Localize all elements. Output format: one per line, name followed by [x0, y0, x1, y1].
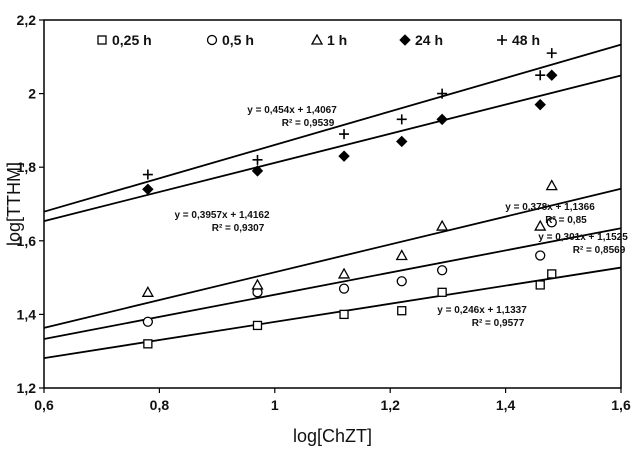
legend: 0,25 h 0,5 h 1 h 24 h 48 h: [97, 32, 540, 48]
point-triangle: [251, 278, 264, 290]
point-diamond: [396, 135, 408, 148]
trendline-triangle: [43, 187, 622, 329]
y-tick-label: 2: [28, 86, 36, 102]
fit-equation: y = 0,3957x + 1,4162: [174, 210, 270, 221]
fit-equation: y = 0,301x + 1,1525: [538, 232, 628, 243]
trendline-circle: [43, 227, 622, 340]
point-square: [397, 306, 407, 316]
x-tick-label: 1: [271, 397, 279, 413]
point-diamond: [142, 183, 154, 195]
x-tick-label: 0,6: [34, 397, 54, 413]
legend-label: 0,5 h: [222, 32, 254, 48]
point-diamond: [436, 113, 448, 126]
fit-annotations: y = 0,246x + 1,1337 R² = 0,9577 y = 0,301x…: [174, 105, 628, 329]
point-plus: [252, 154, 263, 165]
point-diamond: [251, 165, 264, 177]
legend-label: 48 h: [512, 32, 540, 48]
legend-label: 1 h: [327, 32, 347, 48]
point-triangle: [337, 267, 351, 279]
x-tick-label: 1,6: [611, 397, 631, 413]
legend-marker-plus: [497, 35, 507, 45]
x-axis-label: log[ChZT]: [293, 426, 372, 446]
trendline-plus: [43, 43, 622, 213]
fit-r-squared: R² = 0,85: [545, 215, 587, 226]
point-square: [252, 320, 263, 331]
point-square: [143, 339, 153, 349]
fit-equation: y = 0,454x + 1,4067: [247, 105, 337, 116]
trendlines: [43, 43, 622, 359]
point-circle: [535, 250, 546, 261]
point-circle: [396, 276, 407, 287]
point-circle: [142, 316, 154, 327]
y-tick-label: 2,2: [17, 12, 37, 28]
axes: 0,6 0,8 1 1,2 1,4 1,6 1,2 1,4 1,6 1,8 2 2,2: [17, 12, 631, 413]
legend-label: 24 h: [415, 32, 443, 48]
point-square: [547, 269, 557, 279]
trendline-square: [43, 266, 622, 359]
point-square: [339, 309, 349, 320]
point-plus: [396, 114, 407, 125]
point-triangle: [534, 219, 547, 231]
y-tick-label: 1,4: [17, 306, 37, 322]
fit-equation: y = 0,246x + 1,1337: [437, 305, 527, 316]
point-plus: [437, 88, 448, 99]
x-tick-label: 0,8: [150, 397, 170, 413]
point-triangle: [436, 219, 449, 231]
point-triangle: [545, 179, 558, 191]
point-plus: [535, 70, 546, 81]
x-tick-label: 1,4: [496, 397, 516, 413]
legend-marker-diamond: [399, 34, 411, 46]
fit-r-squared: R² = 0,9577: [472, 318, 525, 329]
point-triangle: [395, 249, 408, 261]
point-square: [535, 280, 545, 290]
fit-r-squared: R² = 0,9307: [212, 223, 265, 234]
data-points: [141, 48, 558, 349]
legend-label: 0,25 h: [112, 32, 152, 48]
point-triangle: [141, 285, 154, 297]
point-square: [437, 287, 447, 297]
point-circle: [546, 217, 557, 228]
fit-equation: y = 0,378x + 1,1366: [505, 202, 595, 213]
fit-r-squared: R² = 0,8569: [573, 245, 626, 256]
legend-marker-circle: [206, 34, 218, 46]
y-tick-label: 1,2: [17, 380, 37, 396]
point-diamond: [534, 98, 546, 111]
point-diamond: [546, 69, 558, 81]
point-plus: [142, 169, 153, 180]
legend-marker-triangle: [310, 33, 324, 45]
point-circle: [338, 283, 350, 294]
point-circle: [436, 265, 448, 276]
point-plus: [339, 129, 350, 140]
point-diamond: [338, 150, 350, 162]
point-plus: [546, 48, 557, 59]
y-tick-label: 1,8: [17, 159, 37, 175]
y-axis-label: log[TTHM]: [4, 162, 24, 246]
plot-frame: [43, 19, 622, 389]
fit-r-squared: R² = 0,9539: [282, 118, 335, 129]
trendline-diamond: [43, 74, 622, 222]
legend-marker-square: [97, 35, 107, 45]
y-tick-label: 1,6: [17, 233, 37, 249]
x-tick-label: 1,2: [380, 397, 400, 413]
